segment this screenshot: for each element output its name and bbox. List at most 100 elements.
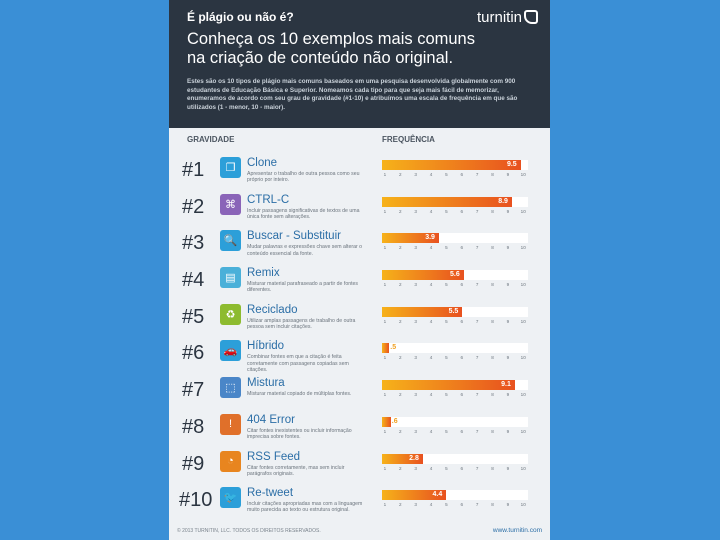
- scale-tick-label: 1: [383, 355, 387, 361]
- scale-tick-label: 3: [414, 355, 417, 361]
- scale-tick-label: 2: [399, 318, 402, 324]
- frequency-value: .5: [390, 344, 397, 352]
- scale-tick-label: 7: [475, 502, 479, 508]
- scale-tick-label: 6: [460, 428, 464, 434]
- rank-number: #8: [182, 415, 205, 438]
- frequency-bar-track: 3.9: [382, 233, 528, 244]
- scale-tick-label: 4: [429, 172, 433, 177]
- scale-tick-label: 10: [520, 172, 526, 177]
- scale-tick-label: 7: [475, 245, 479, 251]
- scale-tick-label: 8: [491, 392, 494, 398]
- item-title: Clone: [247, 157, 278, 169]
- rank-number: #3: [182, 232, 205, 255]
- item-title: 404 Error: [247, 413, 295, 426]
- plagiarism-types-list: #1 ❐ Clone Apresentar o trabalho de outra p…: [169, 153, 550, 520]
- magnifier-icon: 🔍: [220, 230, 241, 252]
- scale-tick-label: 9: [506, 208, 510, 214]
- item-description: Utilizar amplas passagens de trabalho de…: [247, 317, 356, 330]
- scale-tick-label: 2: [399, 208, 402, 214]
- scale-tick-label: 2: [399, 428, 402, 434]
- item-title: Buscar - Substituir: [247, 230, 341, 243]
- item-description: Incluir passagens significativas de text…: [247, 207, 360, 220]
- frequency-bar-track: 4.4: [382, 490, 528, 501]
- scale-tick-label: 3: [414, 172, 417, 177]
- scale-tick-label: 1: [383, 282, 387, 288]
- item-description: Apresentar o trabalho de outra pessoa co…: [247, 171, 360, 184]
- rank-number: #1: [182, 159, 205, 181]
- remix-icon: ▤: [220, 267, 241, 289]
- scale-tick-label: 9: [506, 465, 510, 471]
- scale-tick-label: 7: [475, 355, 479, 361]
- frequency-bar-fill: 8.9: [382, 196, 512, 207]
- scale-tick-label: 10: [520, 355, 526, 361]
- scale-tick-label: 4: [429, 465, 433, 471]
- scale-tick-label: 1: [383, 502, 387, 508]
- frequency-value: 9.1: [501, 381, 511, 389]
- scale-tick-label: 4: [429, 502, 433, 508]
- frequency-value: .6: [391, 417, 398, 425]
- severity-column-heading: GRAVIDADE: [187, 135, 235, 144]
- scale-tick-label: 2: [399, 245, 402, 251]
- scale-tick-label: 8: [491, 428, 494, 434]
- frequency-column-heading: FREQUÊNCIA: [382, 135, 435, 144]
- scale-tick-label: 1: [383, 392, 387, 398]
- frequency-value: 5.6: [450, 271, 460, 279]
- scale-tick-label: 8: [491, 355, 494, 361]
- scale-tick-label: 1: [383, 428, 387, 434]
- scale-tick-label: 6: [460, 355, 464, 361]
- scale-tick-label: 6: [460, 282, 464, 288]
- website-link[interactable]: www.turnitin.com: [492, 527, 542, 534]
- infographic-poster: É plágio ou não é? turnitin Conheça os 1…: [169, 0, 550, 540]
- frequency-bar-track: 2.8: [382, 453, 528, 464]
- scale-ticks: 1 2 3 4 5 6 7 8 9 10: [382, 282, 528, 288]
- item-title: RSS Feed: [247, 450, 301, 463]
- frequency-value: 3.9: [425, 234, 435, 242]
- frequency-value: 9.5: [506, 161, 517, 168]
- scale-tick-label: 5: [445, 208, 448, 214]
- scale-ticks: 1 2 3 4 5 6 7 8 9 10: [382, 209, 528, 215]
- scale-tick-label: 3: [414, 502, 417, 508]
- scale-tick-label: 8: [491, 282, 494, 288]
- scale-tick-label: 2: [399, 392, 402, 398]
- list-item: #7 ⬚ Mistura Misturar material copiado de m…: [169, 373, 550, 410]
- scale-tick-label: 4: [429, 282, 433, 288]
- scale-tick-label: 7: [475, 392, 479, 398]
- scale-ticks: 1 2 3 4 5 6 7 8 9 10: [382, 429, 528, 435]
- list-item: #9 ◔ RSS Feed Citar fontes corretamente, ma…: [169, 447, 550, 484]
- list-item: #4 ▤ Remix Misturar material parafraseado a…: [169, 263, 550, 300]
- scale-ticks: 1 2 3 4 5 6 7 8 9 10: [382, 392, 528, 398]
- scale-tick-label: 3: [414, 428, 417, 434]
- scale-tick-label: 8: [491, 208, 494, 214]
- scale-tick-label: 10: [520, 428, 526, 434]
- scale-tick-label: 6: [460, 392, 464, 398]
- list-item: #5 ♻ Reciclado Utilizar amplas passagens de…: [169, 300, 550, 337]
- scale-tick-label: 3: [414, 465, 417, 471]
- scale-tick-label: 4: [429, 392, 433, 398]
- frequency-bar-fill: 2.8: [382, 453, 423, 464]
- frequency-bar-fill: .5: [382, 343, 396, 354]
- poster-footer: © 2013 TURNITIN, LLC. TODOS OS DIREITOS …: [169, 522, 550, 540]
- scale-tick-label: 8: [491, 172, 494, 177]
- scale-tick-label: 6: [460, 245, 464, 251]
- turnitin-logo[interactable]: turnitin: [477, 9, 538, 26]
- scale-tick-label: 1: [383, 172, 387, 177]
- scale-tick-label: 4: [429, 245, 433, 251]
- list-item: #2 ⌘ CTRL-C Incluir passagens significativa…: [169, 190, 550, 227]
- scale-tick-label: 7: [475, 318, 479, 324]
- frequency-bar-track: 5.6: [382, 270, 528, 281]
- scale-ticks: 1 2 3 4 5 6 7 8 9 10: [382, 466, 528, 472]
- scale-ticks: 1 2 3 4 5 6 7 8 9 10: [382, 172, 528, 178]
- scale-tick-label: 7: [475, 208, 479, 214]
- hybrid-car-icon: 🚗: [220, 340, 241, 362]
- list-item: #3 🔍 Buscar - Substituir Mudar palavras e e…: [169, 226, 550, 263]
- scale-tick-label: 4: [429, 318, 433, 324]
- scale-tick-label: 9: [506, 318, 510, 324]
- scale-tick-label: 5: [445, 172, 448, 177]
- scale-tick-label: 6: [460, 465, 464, 471]
- scale-tick-label: 2: [399, 172, 402, 177]
- scale-tick-label: 4: [429, 428, 433, 434]
- rank-number: #2: [182, 195, 205, 218]
- scale-tick-label: 5: [445, 282, 448, 288]
- turnitin-logo-icon: [524, 10, 538, 24]
- frequency-value: 4.4: [432, 491, 443, 499]
